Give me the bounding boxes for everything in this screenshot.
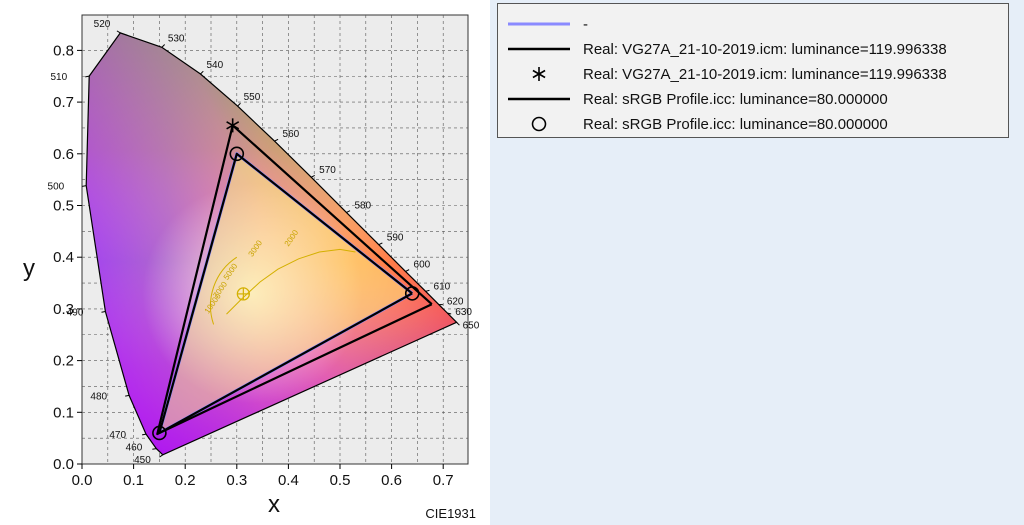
legend-symbol bbox=[531, 116, 547, 132]
y-tick-label: 0.8 bbox=[53, 42, 74, 59]
wavelength-tick bbox=[405, 269, 410, 272]
standard-label: CIE1931 bbox=[425, 506, 476, 521]
wavelength-label: 490 bbox=[67, 307, 84, 318]
wavelength-label: 590 bbox=[387, 233, 404, 244]
legend-item: - bbox=[498, 12, 1008, 37]
wavelength-label: 470 bbox=[109, 430, 126, 441]
wavelength-label: 510 bbox=[50, 72, 67, 83]
wavelength-tick bbox=[447, 312, 452, 315]
wavelength-label: 610 bbox=[434, 281, 451, 292]
y-tick-label: 0.1 bbox=[53, 404, 74, 421]
chart-panel: 10000 7000 5000 3000 2000 450 460 470 480 490 500 5… bbox=[0, 0, 490, 525]
wavelength-label: 580 bbox=[354, 200, 371, 211]
x-tick-label: 0.6 bbox=[381, 472, 402, 489]
legend-symbol bbox=[508, 47, 570, 51]
wavelength-tick bbox=[161, 44, 166, 48]
wavelength-tick bbox=[116, 30, 121, 34]
x-tick-label: 0.7 bbox=[433, 472, 454, 489]
series-marker-circle bbox=[229, 146, 245, 162]
wavelength-label: 480 bbox=[90, 391, 107, 402]
y-tick-label: 0.2 bbox=[53, 353, 74, 370]
x-tick-label: 0.2 bbox=[175, 472, 196, 489]
wavelength-label: 570 bbox=[319, 165, 336, 176]
wavelength-tick bbox=[274, 138, 279, 142]
series-line bbox=[158, 152, 413, 435]
wavelength-tick bbox=[425, 289, 430, 292]
wavelength-label: 530 bbox=[168, 33, 185, 44]
x-tick-label: 0.0 bbox=[72, 472, 93, 489]
wavelength-label: 460 bbox=[126, 443, 143, 454]
wavelength-label: 500 bbox=[48, 182, 65, 193]
wavelength-label: 550 bbox=[244, 92, 261, 103]
wavelength-tick bbox=[142, 433, 147, 436]
legend-item: Real: VG27A_21-10-2019.icm: luminance=11… bbox=[498, 37, 1008, 62]
wavelength-label: 450 bbox=[134, 455, 151, 466]
legend-item: Real: sRGB Profile.icc: luminance=80.000… bbox=[498, 87, 1008, 112]
wavelength-label: 650 bbox=[463, 320, 480, 331]
y-axis-label: y bbox=[23, 255, 35, 282]
legend-circle-swatch bbox=[531, 116, 547, 132]
y-tick-label: 0.3 bbox=[53, 301, 74, 318]
wavelength-tick bbox=[237, 102, 241, 107]
x-axis-label: x bbox=[268, 491, 280, 518]
wavelength-tick bbox=[101, 310, 106, 313]
chromaticity-diagram: 1000070005000300020004504604704804905005… bbox=[23, 14, 480, 521]
wavelength-label: 600 bbox=[414, 259, 431, 270]
legend-item: Real: sRGB Profile.icc: luminance=80.000… bbox=[498, 112, 1008, 137]
series-marker-circle bbox=[152, 425, 167, 441]
wavelength-tick bbox=[378, 242, 383, 246]
planckian-locus bbox=[226, 248, 356, 315]
legend-label: Real: sRGB Profile.icc: luminance=80.000… bbox=[583, 91, 888, 108]
x-tick-label: 0.4 bbox=[278, 472, 299, 489]
legend-label: Real: VG27A_21-10-2019.icm: luminance=11… bbox=[583, 41, 947, 58]
legend-label: - bbox=[583, 16, 588, 33]
wavelength-label: 560 bbox=[283, 129, 300, 140]
wavelength-tick bbox=[159, 454, 164, 458]
wavelength-tick bbox=[200, 70, 204, 75]
y-tick-label: 0.6 bbox=[53, 146, 74, 163]
wavelength-label: 540 bbox=[206, 60, 223, 71]
gamut-triangle-wash bbox=[159, 153, 413, 434]
wavelength-tick bbox=[346, 210, 351, 213]
legend: - Real: VG27A_21-10-2019.icm: luminance=1… bbox=[497, 3, 1009, 138]
wavelength-tick bbox=[310, 174, 315, 178]
x-tick-label: 0.5 bbox=[330, 472, 351, 489]
legend-asterisk-stroke bbox=[532, 69, 546, 79]
wavelength-tick bbox=[125, 394, 130, 397]
wavelength-tick bbox=[152, 448, 157, 450]
x-tick-label: 0.3 bbox=[226, 472, 247, 489]
wavelength-tick bbox=[82, 185, 87, 187]
asterisk-stroke bbox=[226, 121, 240, 130]
wavelength-label: 620 bbox=[447, 297, 464, 308]
wavelength-label: 630 bbox=[455, 307, 472, 318]
x-tick-label: 0.1 bbox=[123, 472, 144, 489]
y-tick-label: 0.5 bbox=[53, 198, 74, 215]
series-line bbox=[156, 124, 433, 436]
y-tick-label: 0.7 bbox=[53, 94, 74, 111]
legend-symbol bbox=[508, 22, 570, 26]
y-tick-label: 0.4 bbox=[53, 249, 74, 266]
legend-label: Real: VG27A_21-10-2019.icm: luminance=11… bbox=[583, 66, 947, 83]
legend-item: Real: VG27A_21-10-2019.icm: luminance=11… bbox=[498, 62, 1008, 87]
wavelength-label: 520 bbox=[94, 19, 111, 30]
legend-symbol bbox=[508, 97, 570, 101]
cct-arc bbox=[210, 256, 238, 325]
legend-label: Real: sRGB Profile.icc: luminance=80.000… bbox=[583, 116, 888, 133]
wavelength-tick bbox=[85, 75, 90, 78]
wavelength-tick bbox=[456, 321, 460, 326]
series-marker-circle bbox=[404, 286, 420, 301]
spectral-locus bbox=[85, 32, 458, 456]
y-tick-label: 0.0 bbox=[53, 456, 74, 473]
legend-symbol bbox=[532, 67, 546, 81]
series-marker-asterisk bbox=[226, 118, 240, 133]
